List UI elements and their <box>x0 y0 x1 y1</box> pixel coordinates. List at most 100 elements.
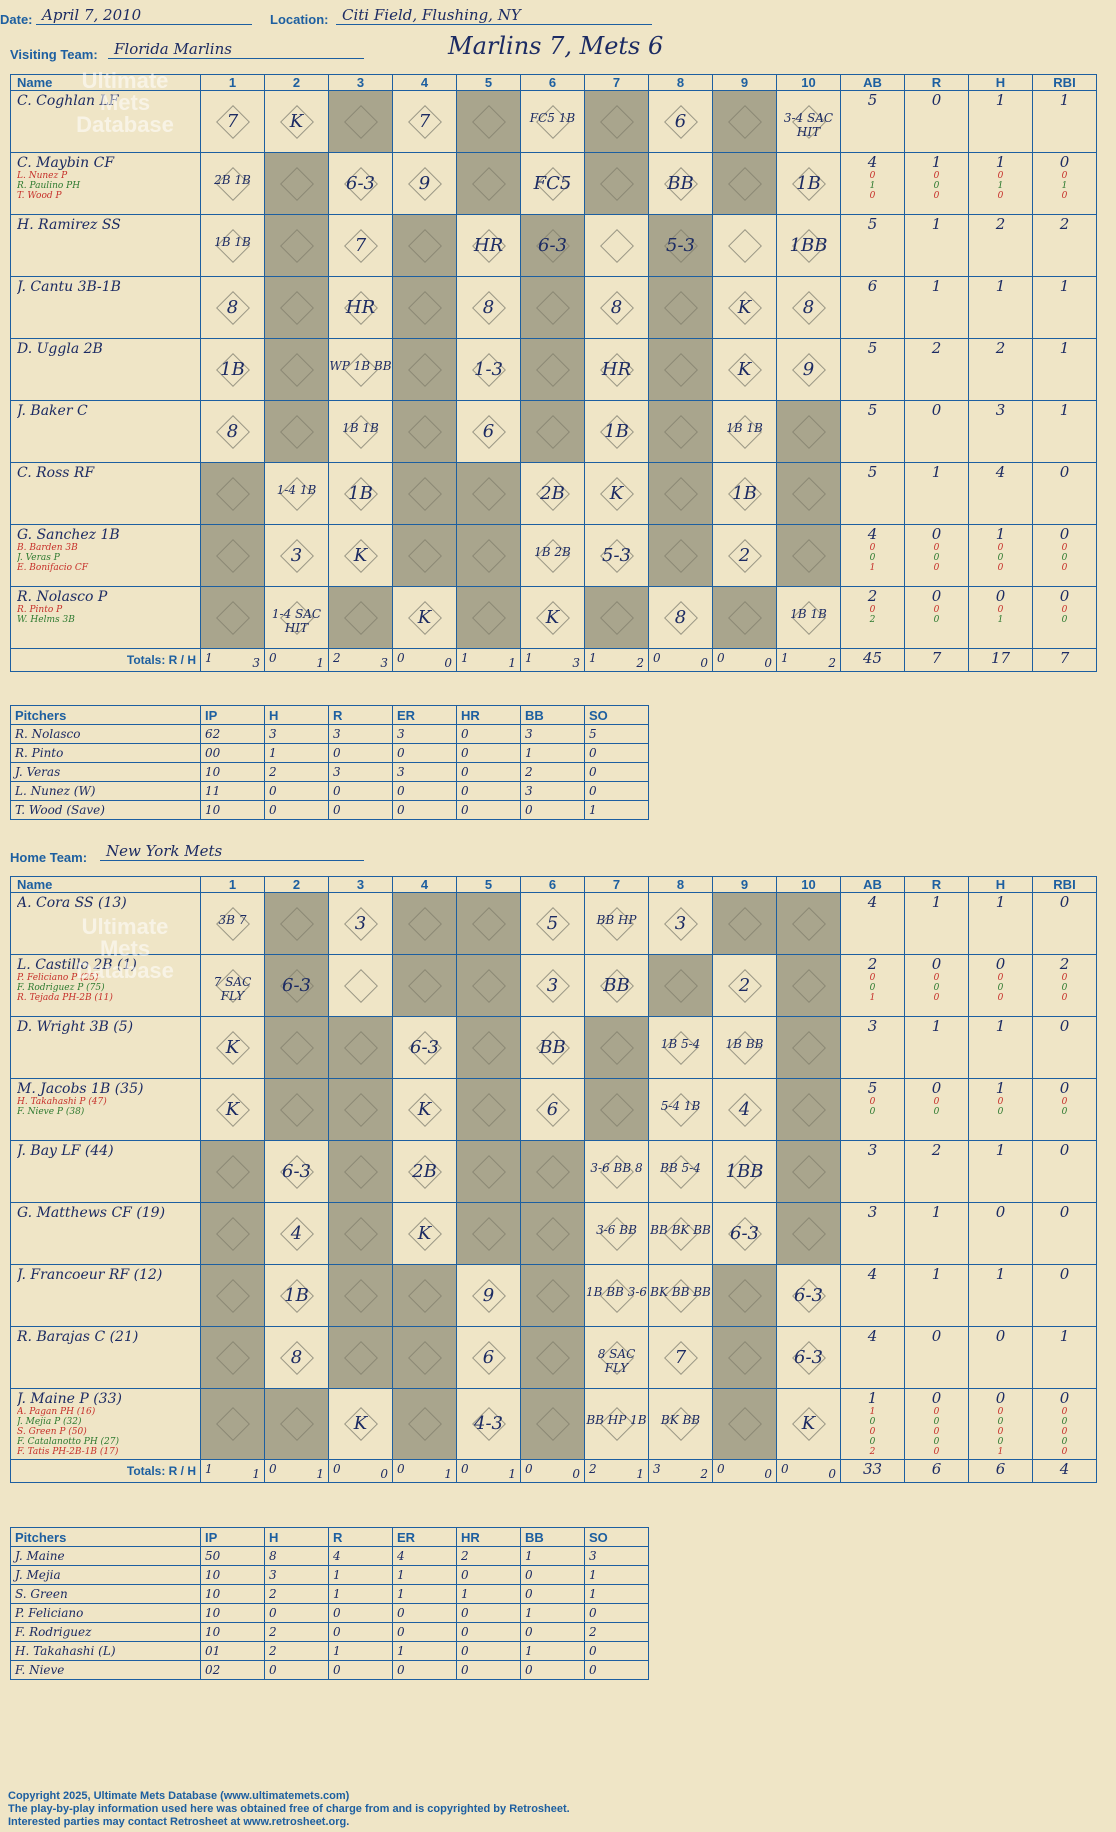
stat-h: 1 <box>968 1140 1033 1203</box>
pitcher-name: J. Maine <box>10 1546 201 1566</box>
inning-cell <box>776 1016 841 1079</box>
inning-cell: 8 SAC FLY <box>584 1326 649 1389</box>
pitcher-stat: 62 <box>200 724 265 744</box>
play-result: 6-3 <box>410 1036 439 1058</box>
diamond-icon <box>279 290 314 325</box>
inning-cell: K <box>712 338 777 401</box>
stat-r: 0 <box>904 90 969 153</box>
stat-value: 4 <box>867 1265 878 1283</box>
pitcher-stat: 2 <box>264 762 329 782</box>
inning-cell: 5-3 <box>584 524 649 587</box>
inning-cell <box>392 276 457 339</box>
inning-cell: BB 5-4 <box>648 1140 713 1203</box>
play-result: 1-3 <box>474 358 503 380</box>
col-header: 5 <box>456 74 521 91</box>
stat-r: 2 <box>904 1140 969 1203</box>
batter-row: M. Jacobs 1B (35) H. Takahashi P (47) F. N… <box>10 1078 1097 1141</box>
inning-runs: 1 <box>461 651 469 665</box>
pitcher-name: R. Nolasco <box>10 724 201 744</box>
inning-cell <box>456 524 521 587</box>
play-result: WP 1B BB <box>329 358 392 373</box>
play-result: 6-3 <box>538 234 567 256</box>
pitcher-stat: 3 <box>328 724 393 744</box>
stat-value: 1 <box>931 463 942 481</box>
pitcher-name: T. Wood (Save) <box>10 800 201 820</box>
pitcher-stat: 0 <box>456 800 521 820</box>
stat-value: 1 <box>997 181 1004 191</box>
diamond-icon <box>215 1407 250 1441</box>
pitcher-stat: 0 <box>392 1603 457 1623</box>
diamond-icon <box>727 600 762 635</box>
inning-cell: 6-3 <box>328 152 393 215</box>
stat-value: 0 <box>933 615 940 625</box>
pitcher-name: P. Feliciano <box>10 1603 201 1623</box>
diamond-icon <box>343 1030 378 1065</box>
batter-name-cell: C. Maybin CF L. Nunez P R. Paulino PH T. Wo… <box>10 152 201 215</box>
pitcher-stat: 11 <box>200 781 265 801</box>
pitcher-stat: 4 <box>392 1546 457 1566</box>
pitcher-col-header: R <box>328 1527 393 1547</box>
diamond-icon <box>343 1154 378 1189</box>
batter-row: J. Francoeur RF (12) 1B 9 1B BB 3-6 BK BB BB… <box>10 1264 1097 1327</box>
stat-ab: 5 <box>840 214 905 277</box>
pitcher-name: S. Green <box>10 1584 201 1604</box>
stat-value: 1 <box>869 993 876 1003</box>
stat-value: 0 <box>931 587 942 605</box>
batter-row: C. Ross RF 1-4 1B 1B 2B K 1B 5 1 4 0 <box>10 462 1097 525</box>
play-result: 7 <box>674 1346 687 1368</box>
batter-name-cell: J. Maine P (33) A. Pagan PH (16) J. Mejia … <box>10 1388 201 1460</box>
pitcher-stat: 0 <box>584 1641 649 1661</box>
inning-cell <box>200 1264 265 1327</box>
batter-row: G. Sanchez 1B B. Barden 3B J. Veras P E. Bo… <box>10 524 1097 587</box>
stat-value: 0 <box>997 1437 1004 1447</box>
diamond-icon <box>279 1407 314 1441</box>
inning-cell: K <box>328 524 393 587</box>
play-result: 4 <box>290 1222 303 1244</box>
diamond-icon <box>343 1278 378 1313</box>
play-result: 1B BB <box>725 1036 764 1051</box>
stat-value: 2 <box>1059 955 1070 973</box>
stat-value: 4 <box>995 463 1006 481</box>
play-result: 1B 2B <box>534 544 571 559</box>
pitcher-stat: 1 <box>584 1584 649 1604</box>
stat-value: 5 <box>867 463 878 481</box>
stat-h: 1 <box>968 1016 1033 1079</box>
stat-value: 0 <box>997 543 1004 553</box>
batter-name: C. Coghlan LF <box>17 93 119 109</box>
play-result: 6-3 <box>346 172 375 194</box>
play-result: 1B <box>220 358 245 380</box>
stat-value: 0 <box>1061 1417 1068 1427</box>
home-scoresheet: Name 1 2 3 4 5 6 7 8 9 10 AB R H RBI A. Cora SS (13) 3B … <box>10 876 1097 1483</box>
stat-value: 3 <box>995 401 1006 419</box>
inning-cell: 6-3 <box>520 214 585 277</box>
inning-cell: FC5 <box>520 152 585 215</box>
diamond-icon <box>407 352 442 387</box>
col-header: 4 <box>392 876 457 893</box>
batter-name-cell: D. Wright 3B (5) <box>10 1016 201 1079</box>
inning-cell <box>520 1140 585 1203</box>
pitcher-row: S. Green 10 2 1 1 1 0 1 <box>10 1584 649 1604</box>
stat-value: 0 <box>997 973 1004 983</box>
stat-value: 0 <box>997 1097 1004 1107</box>
stat-value: 0 <box>997 1427 1004 1437</box>
diamond-icon <box>471 600 506 635</box>
inning-cell: BB <box>648 152 713 215</box>
pitcher-stat: 0 <box>456 1603 521 1623</box>
inning-cell: BB HP 1B <box>584 1388 649 1460</box>
stat-value: 1 <box>995 893 1006 911</box>
batter-row: D. Uggla 2B 1B WP 1B BB 1-3 HR K 9 5 2 2 1 <box>10 338 1097 401</box>
batter-row: A. Cora SS (13) 3B 7 3 5 BB HP 3 4 1 1 0 <box>10 892 1097 955</box>
stat-value: 0 <box>995 955 1006 973</box>
diamond-icon <box>279 166 314 201</box>
stat-ab: 4 <box>840 892 905 955</box>
play-result: 1-4 SAC HIT <box>271 606 322 635</box>
stat-ab: 5 <box>840 400 905 463</box>
batter-name: M. Jacobs 1B (35) <box>17 1081 144 1097</box>
